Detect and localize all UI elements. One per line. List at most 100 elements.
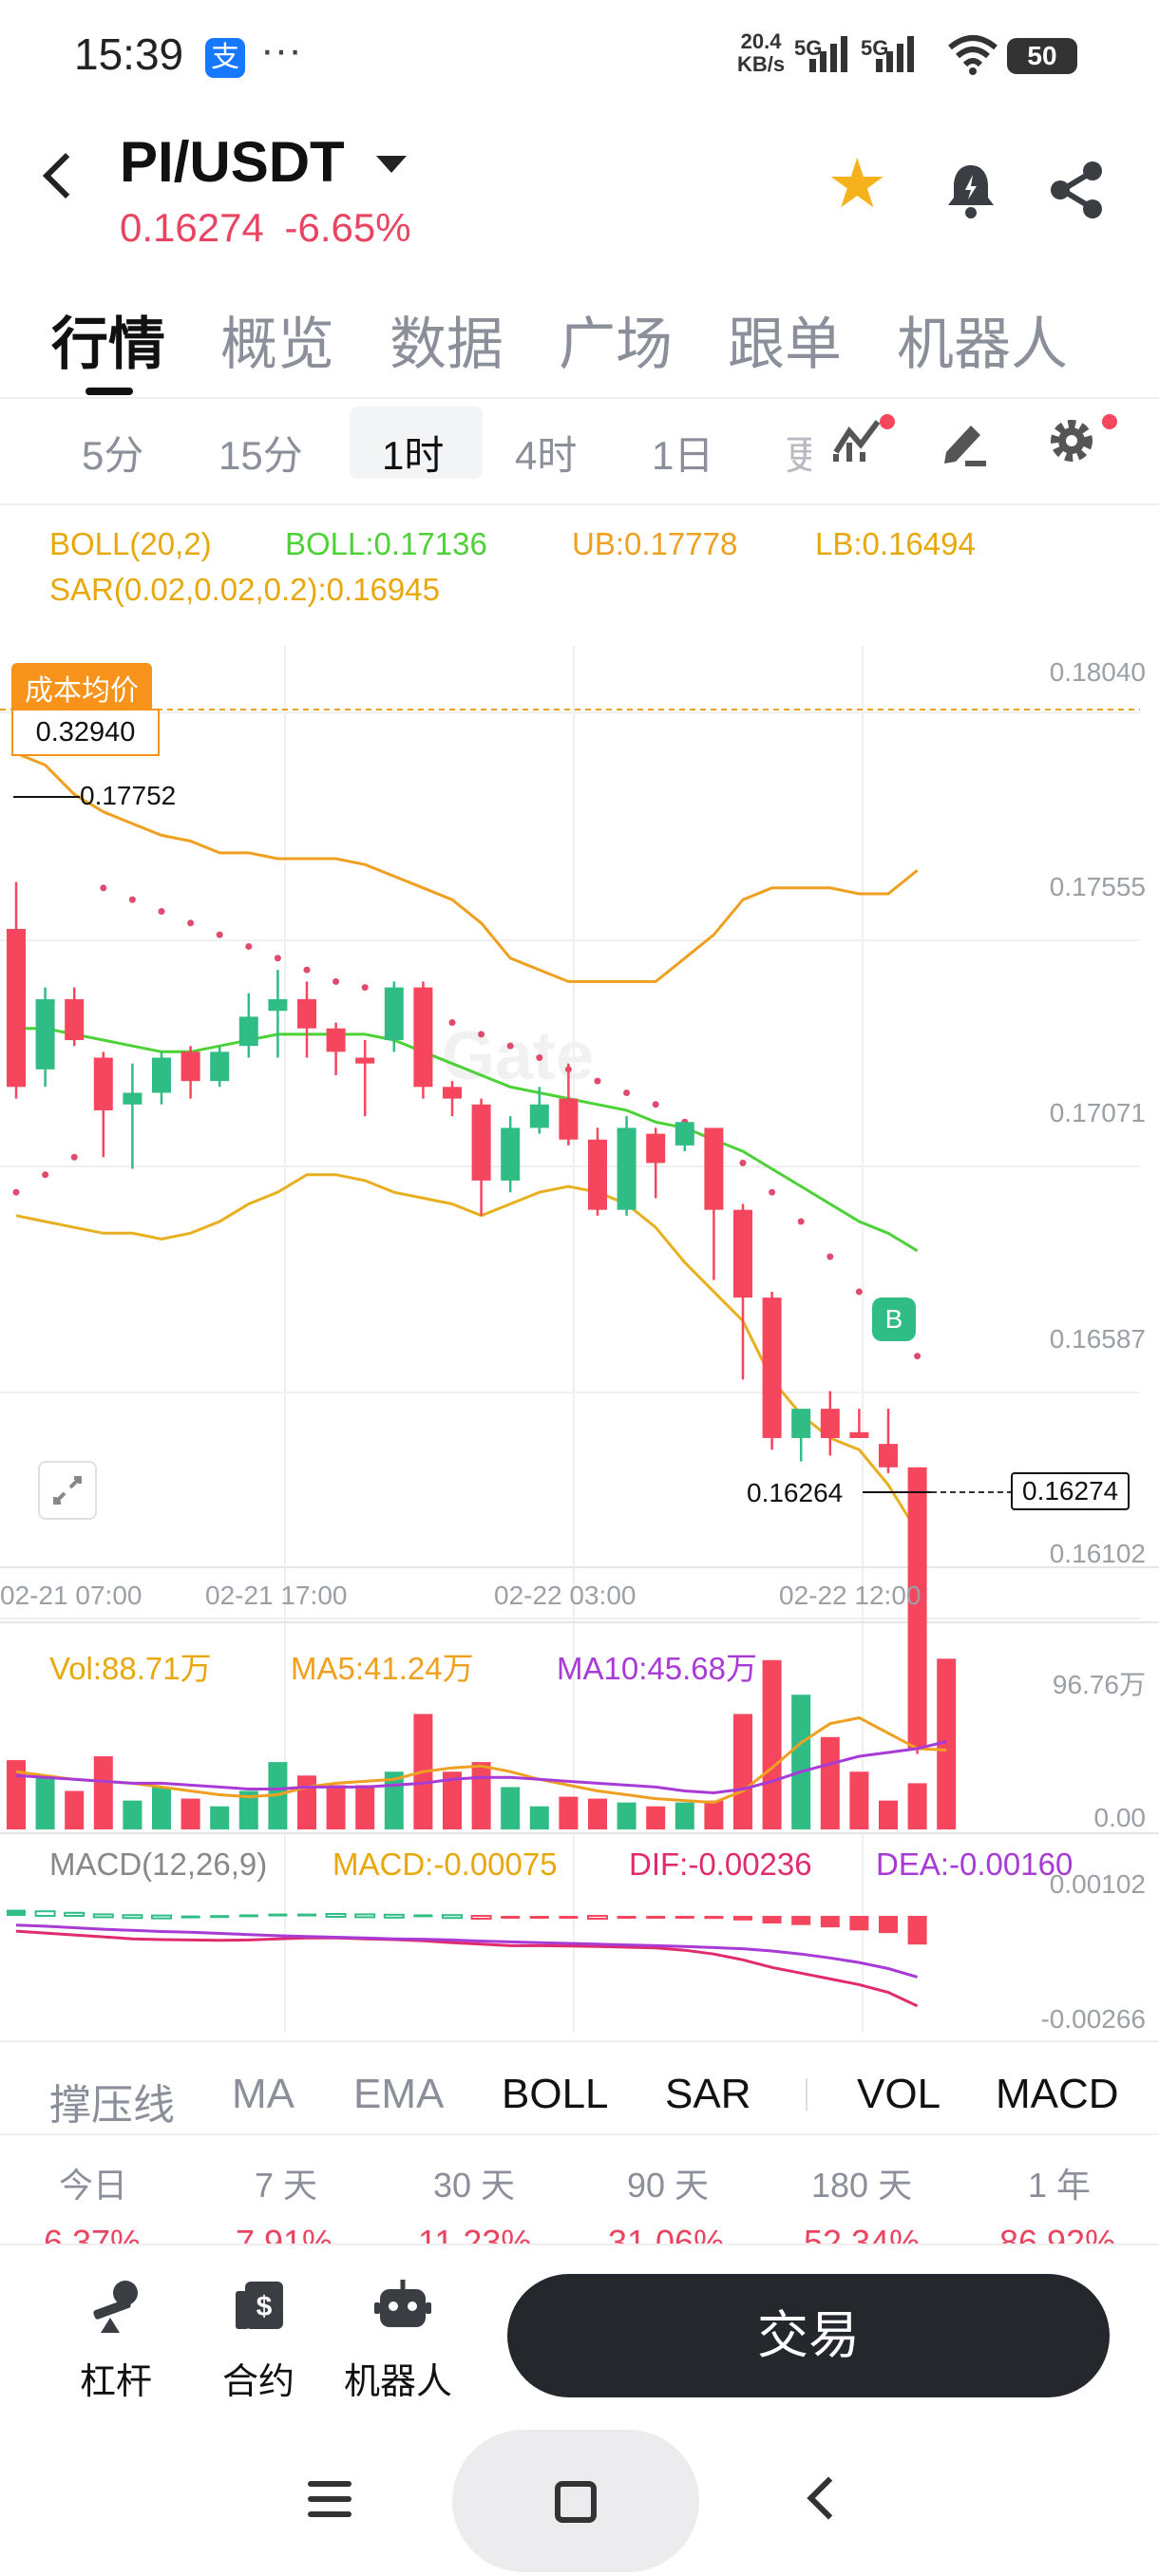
last-price-line	[931, 1491, 1013, 1493]
macd-hist-bar	[879, 1916, 898, 1934]
volume-bar	[674, 1802, 694, 1829]
candle-body	[7, 928, 26, 1088]
tool-sar[interactable]: SAR	[665, 2071, 751, 2117]
vol-axis-min: 0.00	[1093, 1803, 1147, 1832]
tools-divider	[806, 2078, 808, 2111]
tool-macd[interactable]: MACD	[996, 2071, 1119, 2117]
timeframe-15m[interactable]: 15分	[218, 433, 303, 478]
macd-hist-bar	[587, 1915, 608, 1921]
macd-hist-bar	[151, 1914, 172, 1920]
low-price-label: 0.16264	[747, 1478, 844, 1507]
low-marker-line	[863, 1491, 931, 1493]
tab-overview[interactable]: 概览	[220, 313, 334, 376]
sar-dot	[769, 1188, 776, 1196]
tab-bots[interactable]: 机器人	[897, 313, 1068, 376]
sar-dot	[652, 1101, 659, 1108]
tab-data[interactable]: 数据	[390, 313, 504, 376]
back-icon[interactable]	[42, 152, 89, 199]
buy-marker[interactable]: B	[872, 1297, 916, 1341]
sar-dot	[12, 1188, 20, 1196]
candle-body	[529, 1104, 549, 1128]
macd-hist-bar	[268, 1913, 288, 1917]
time-axis-tick: 02-21 17:00	[205, 1581, 348, 1610]
macd-hist-bar	[7, 1909, 26, 1917]
tab-square[interactable]: 广场	[559, 313, 673, 376]
expand-chart-button[interactable]	[38, 1461, 97, 1520]
volume-bar	[849, 1771, 869, 1829]
tool-boll[interactable]: BOLL	[502, 2071, 609, 2117]
home-icon[interactable]	[555, 2481, 597, 2523]
share-icon[interactable]	[1047, 160, 1108, 220]
settings-gear-icon[interactable]	[1045, 412, 1121, 469]
alert-bell-icon[interactable]	[940, 160, 1001, 220]
contract-icon[interactable]: $	[232, 2276, 289, 2337]
battery-icon: 50	[1007, 38, 1077, 74]
dropdown-caret-icon[interactable]	[376, 156, 407, 173]
trade-button[interactable]: 交易	[507, 2274, 1110, 2397]
macd-hist-bar	[559, 1916, 579, 1920]
macd-hist-bar	[704, 1916, 724, 1920]
candle-body	[501, 1127, 521, 1181]
timeframe-4h[interactable]: 4时	[515, 433, 578, 478]
boll-lower-value: LB:0.16494	[815, 526, 976, 561]
kline-chart[interactable]: Gate	[0, 608, 1159, 2042]
volume-bar	[704, 1800, 724, 1829]
price-axis-tick: 0.18040	[1049, 657, 1146, 687]
volume-bar	[152, 1787, 171, 1829]
signal-label-2: 5G	[861, 36, 889, 60]
sar-dot	[478, 1031, 485, 1038]
leverage-icon[interactable]	[87, 2276, 148, 2337]
timeframe-1d[interactable]: 1日	[652, 433, 714, 478]
sar-dot	[332, 977, 340, 985]
star-icon[interactable]: ★	[826, 146, 888, 222]
tab-copy-trading[interactable]: 跟单	[728, 313, 842, 376]
sar-dot	[623, 1089, 631, 1096]
volume-bar	[355, 1785, 375, 1829]
sar-dot	[187, 919, 195, 927]
net-speed: 20.4 KB/s	[737, 30, 785, 76]
tool-support-resistance[interactable]: 撑压线	[49, 2082, 175, 2129]
more-notifications-icon: ···	[260, 27, 302, 73]
nav-leverage[interactable]: 杠杆	[80, 2362, 153, 2402]
menu-icon[interactable]	[306, 2475, 355, 2523]
timeframe-more[interactable]: 更	[785, 433, 811, 478]
home-button[interactable]	[452, 2430, 699, 2572]
sar-dot	[274, 955, 281, 962]
macd-hist-bar	[92, 1913, 114, 1919]
divider	[0, 397, 1159, 399]
tool-ma[interactable]: MA	[232, 2071, 294, 2117]
draw-pen-icon[interactable]	[937, 414, 994, 467]
macd-dif-line	[15, 1929, 919, 2008]
candle-body	[762, 1297, 782, 1438]
candle-body	[443, 1087, 462, 1099]
candle-body	[791, 1409, 811, 1438]
nav-bots[interactable]: 机器人	[344, 2362, 453, 2402]
tab-indicator	[86, 388, 133, 395]
indicator-icon[interactable]	[828, 410, 895, 467]
volume-bar	[7, 1760, 26, 1829]
candle-body	[152, 1057, 171, 1093]
pair-title[interactable]: PI/USDT	[120, 130, 345, 194]
tool-vol[interactable]: VOL	[857, 2071, 941, 2117]
timeframe-1h[interactable]: 1时	[382, 433, 445, 478]
macd-hist-bar	[34, 1910, 56, 1918]
volume-bar	[588, 1798, 607, 1829]
nav-contract[interactable]: 合约	[222, 2362, 295, 2402]
cost-value: 0.32940	[11, 709, 160, 756]
sar-dot	[739, 1159, 747, 1166]
candle-body	[849, 1431, 869, 1438]
cost-label[interactable]: 成本均价	[11, 663, 152, 712]
tool-ema[interactable]: EMA	[353, 2071, 445, 2117]
volume-bar	[879, 1800, 898, 1829]
volume-bar	[937, 1658, 957, 1829]
candle-body	[820, 1409, 840, 1438]
candle-body	[35, 998, 55, 1070]
tab-market[interactable]: 行情	[51, 313, 165, 376]
timeframe-5m[interactable]: 5分	[82, 433, 144, 478]
sar-dot	[100, 884, 107, 892]
robot-icon[interactable]	[372, 2276, 433, 2337]
period-label: 30 天	[433, 2166, 516, 2205]
sar-dot	[448, 1019, 456, 1027]
candle-body	[384, 987, 404, 1041]
volume-bar	[65, 1790, 85, 1829]
